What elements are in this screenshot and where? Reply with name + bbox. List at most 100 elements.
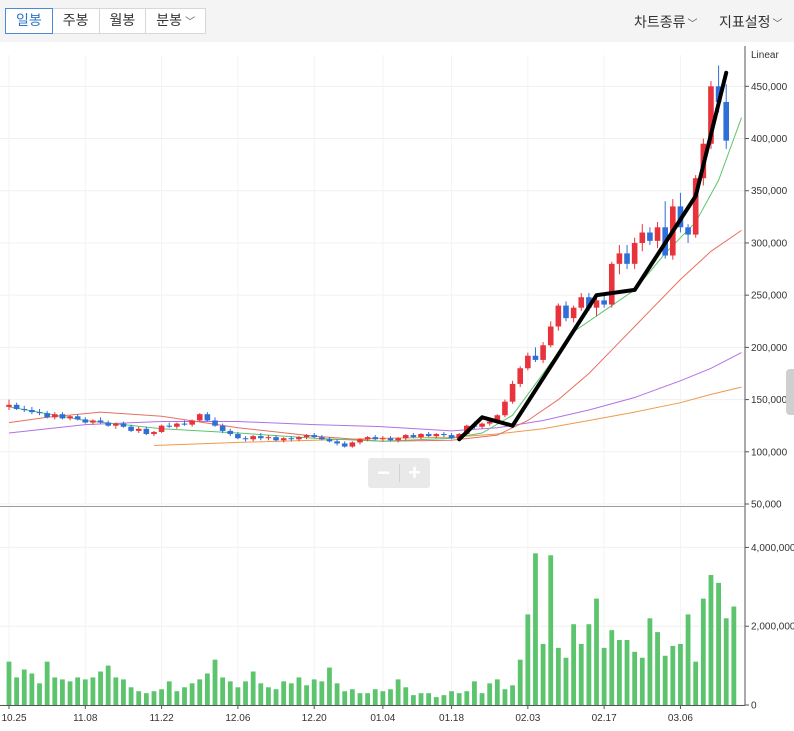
volume-bar [540, 643, 546, 705]
tab-daily[interactable]: 일봉 [5, 8, 53, 34]
volume-bar [510, 685, 515, 705]
volume-bar [311, 679, 317, 705]
volume-bar [296, 677, 302, 705]
tab-daily-label: 일봉 [16, 13, 42, 29]
date-axis-label: 12.06 [225, 713, 250, 724]
volume-bar [174, 691, 180, 705]
price-axis-label: 250,000 [751, 291, 788, 302]
candle-body [624, 253, 630, 264]
candle-body [181, 423, 188, 425]
stock-chart[interactable]: 450,000 400,000 350,000 300,000 250,000 200,0… [0, 42, 794, 731]
candle-body [616, 253, 623, 264]
candle-body [303, 435, 310, 438]
volume-bar [617, 639, 622, 705]
candle-body [74, 416, 81, 420]
candle-body [448, 435, 455, 439]
candle-body [280, 438, 287, 441]
candle-body [227, 430, 234, 435]
volume-bar [212, 659, 218, 705]
volume-bar [372, 689, 378, 705]
volume-bar [479, 693, 485, 705]
date-axis-label: 01.04 [370, 713, 395, 724]
candle-body [441, 434, 447, 436]
candle-body [364, 437, 371, 440]
volume-bar [716, 582, 721, 705]
scroll-handle[interactable] [786, 369, 794, 415]
tab-monthly[interactable]: 월봉 [98, 8, 147, 34]
ma20-line [8, 229, 742, 442]
volume-bar [44, 661, 50, 705]
volume-bar [365, 693, 371, 705]
volume-bar [304, 685, 309, 705]
volume-bar [693, 661, 699, 705]
volume-bar [464, 691, 470, 705]
date-axis-label: 12.20 [302, 713, 327, 724]
candle-body [555, 305, 562, 327]
volume-bar [250, 671, 256, 705]
candle-body [372, 437, 379, 440]
zoom-control: − + [368, 458, 430, 488]
price-axis-label: 400,000 [751, 134, 788, 145]
chart-type-menu[interactable]: 차트종류 ﹀ [634, 12, 698, 32]
candle-body [196, 414, 203, 421]
candle-body [242, 438, 249, 440]
tab-minute[interactable]: 분봉 ﹀ [145, 8, 207, 34]
volume-bar [235, 687, 241, 705]
volume-axis-label: 2,000,000 [751, 622, 794, 633]
zoom-in-button[interactable]: + [408, 460, 421, 485]
candle-body [593, 300, 600, 308]
volume-bar [380, 691, 386, 705]
candle-body [433, 434, 440, 437]
date-axis-label: 02.03 [515, 713, 540, 724]
volume-bar [670, 645, 676, 705]
volume-bar [533, 553, 538, 705]
candle-body [158, 425, 165, 432]
volume-bar [105, 665, 111, 705]
candle-body [189, 420, 195, 425]
scale-label: Linear [751, 50, 779, 61]
volume-axis-label: 0 [751, 701, 757, 712]
zoom-out-button[interactable]: − [377, 460, 390, 485]
volume-bar [159, 689, 164, 705]
volume-bar [60, 679, 65, 705]
volume-bar [418, 693, 424, 705]
candle-body [143, 428, 150, 435]
candle-body [578, 297, 585, 308]
volume-bar [204, 673, 210, 705]
price-axis-label: 150,000 [751, 395, 788, 406]
candle-body [357, 439, 363, 443]
candle-body [235, 434, 241, 439]
candle-body [105, 422, 111, 426]
volume-bar [700, 598, 706, 705]
candle-body [174, 423, 180, 427]
volume-bar [525, 614, 531, 705]
candle-body [654, 227, 661, 241]
volume-bar [487, 683, 493, 705]
candle-body [288, 438, 295, 440]
candle-body [250, 436, 256, 440]
date-axis-label: 11.22 [149, 713, 174, 724]
volume-bar [403, 687, 409, 705]
price-axis-label: 100,000 [751, 447, 788, 458]
volume-bar [98, 671, 103, 705]
chevron-down-icon: ﹀ [772, 19, 783, 30]
volume-bar [227, 681, 233, 705]
candle-body [410, 435, 417, 438]
tab-weekly[interactable]: 주봉 [51, 8, 100, 34]
chevron-down-icon: ﹀ [185, 17, 196, 28]
ma120-line [153, 386, 742, 446]
volume-bar [410, 695, 416, 705]
candle-body [639, 232, 646, 243]
volume-panel [0, 508, 745, 706]
candle-body [494, 415, 501, 422]
volume-bar [426, 693, 432, 705]
volume-bar [273, 689, 279, 705]
candle-body [509, 383, 516, 402]
candle-body [113, 423, 119, 426]
volume-bar [182, 687, 187, 705]
candle-body [128, 426, 134, 431]
volume-bar [502, 689, 508, 705]
volume-bar [601, 647, 607, 705]
indicator-settings-menu[interactable]: 지표설정 ﹀ [719, 12, 783, 32]
volume-bar [594, 598, 599, 705]
